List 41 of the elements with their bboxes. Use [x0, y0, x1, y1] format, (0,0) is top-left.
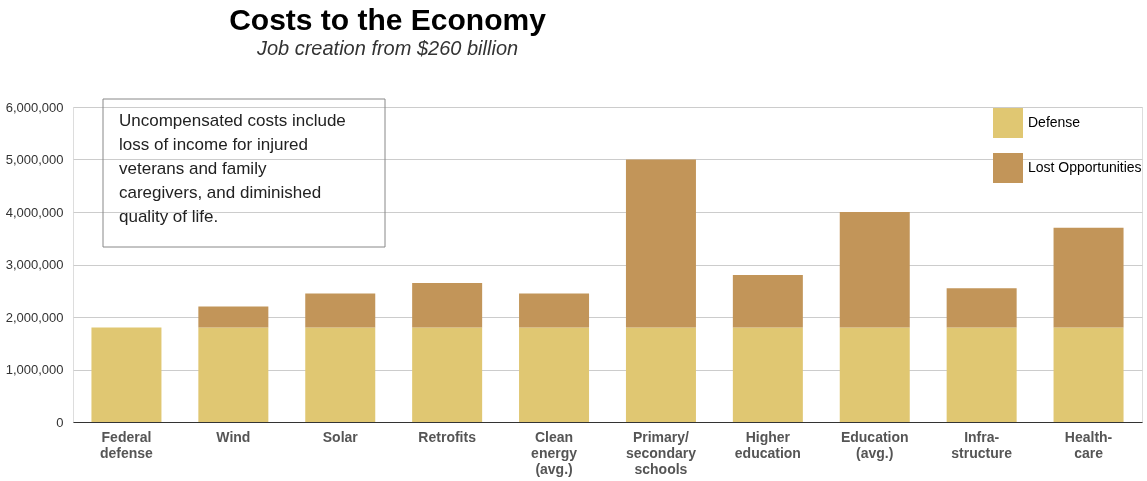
x-tick-label: Education (avg.) [840, 428, 909, 461]
bar [412, 327, 483, 422]
bar [198, 327, 269, 422]
bar [732, 275, 803, 328]
x-tick-label: Solar [322, 428, 359, 445]
y-tick-label: 3,000,000 [5, 257, 64, 272]
bar [732, 327, 803, 422]
x-tick-label: Federal defense [99, 428, 154, 461]
bar [839, 212, 910, 328]
chart-subtitle: Job creation from $260 billion [255, 36, 519, 59]
x-tick-label: Retrofits [418, 428, 477, 445]
bar [519, 293, 590, 328]
x-tick-label: Wind [216, 428, 251, 445]
bar [946, 288, 1017, 328]
bar [1053, 227, 1124, 328]
y-tick-label: 5,000,000 [5, 152, 64, 167]
y-tick-label: 0 [56, 414, 64, 430]
bar [946, 327, 1017, 422]
x-tick-label: Clean energy (avg.) [531, 428, 578, 477]
bar [198, 306, 269, 328]
bar [519, 327, 590, 422]
x-tick-label: Health- care [1064, 428, 1113, 461]
annotation: Uncompensated costs include loss of income for injured veterans and family caregivers, and diminished quality of life. [119, 111, 346, 226]
bar [625, 327, 696, 422]
y-tick-label: 4,000,000 [5, 204, 64, 220]
bar [839, 327, 910, 422]
y-tick-label: 6,000,000 [5, 99, 64, 115]
bar [412, 282, 483, 328]
bar [91, 327, 162, 422]
x-tick-label: Higher education [734, 428, 801, 461]
x-tick-label: Infra- structure [951, 428, 1013, 461]
bar [305, 293, 376, 328]
legend-label: Defense [1028, 114, 1081, 130]
chart-title: Costs to the Economy [229, 2, 547, 36]
x-tick-label: Primary/ secondary schools [625, 428, 697, 477]
bar [305, 327, 376, 422]
y-tick-label: 2,000,000 [5, 309, 64, 325]
y-tick-label: 1,000,000 [5, 362, 64, 377]
bar [1053, 327, 1124, 422]
legend-label: Lost Opportunities [1028, 159, 1142, 175]
bar [625, 159, 696, 328]
